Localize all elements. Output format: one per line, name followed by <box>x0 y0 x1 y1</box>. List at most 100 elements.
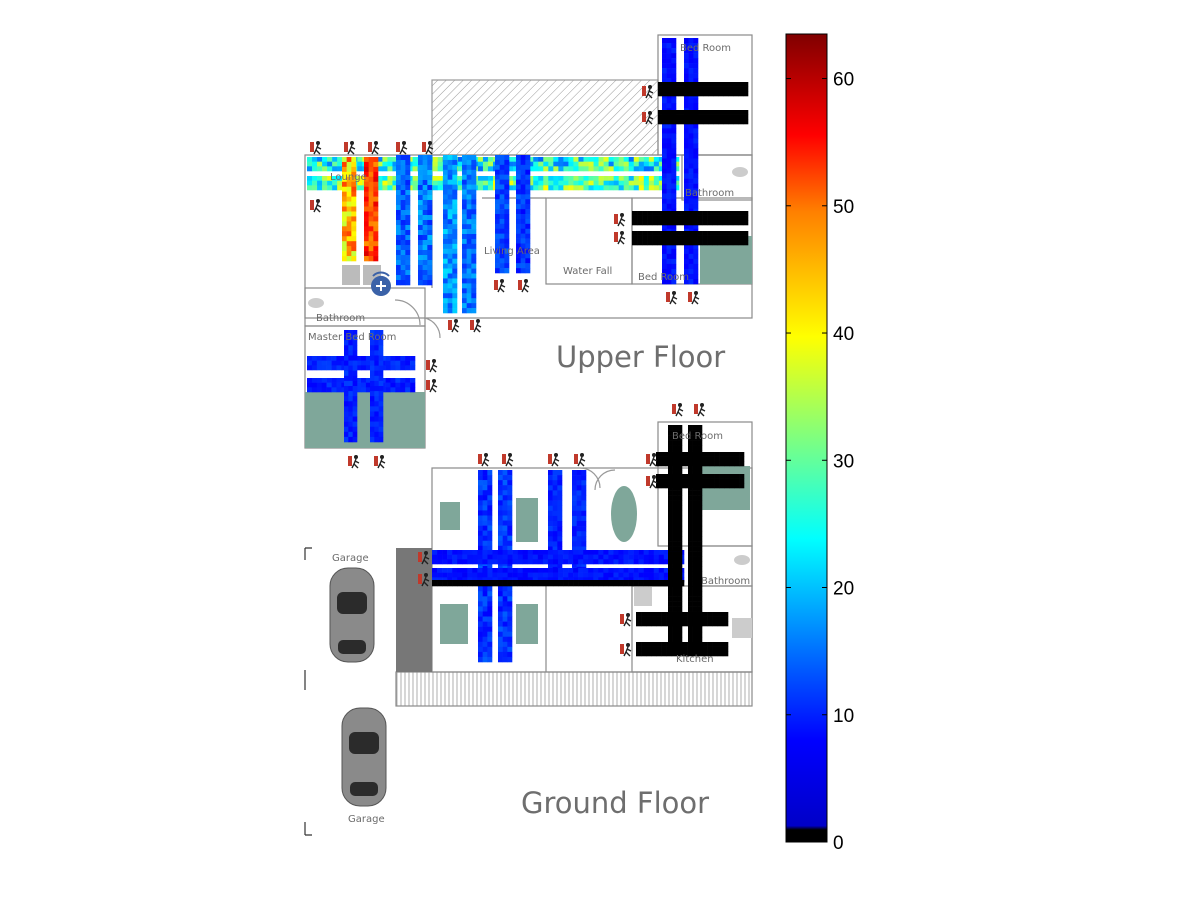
heatmap-strip <box>396 155 411 286</box>
room-label-garage-bottom: Garage <box>348 814 385 825</box>
room-label-ground-bathroom: Bathroom <box>701 576 750 587</box>
heatmap-strip <box>432 580 685 587</box>
sofa-furniture <box>440 502 460 530</box>
heatmap-strip <box>498 470 513 663</box>
heatmap-strip <box>344 330 358 443</box>
person-icon <box>494 279 506 293</box>
heatmap-strip <box>342 157 357 262</box>
person-icon <box>418 573 430 587</box>
heatmap-strip <box>462 155 477 314</box>
heatmap-strip <box>632 231 749 246</box>
sofa-furniture <box>440 604 468 644</box>
bathroom-right-outline <box>681 154 753 201</box>
router-icon <box>371 271 391 296</box>
room-label-water-fall: Water Fall <box>563 266 612 277</box>
room-label-garage-top: Garage <box>332 553 369 564</box>
cabinet <box>342 265 360 285</box>
heatmap-strip <box>443 155 458 314</box>
person-icon <box>368 141 380 155</box>
stairs <box>396 548 432 672</box>
person-icon <box>502 453 514 467</box>
heatmap-strip <box>684 38 699 285</box>
person-icon <box>422 141 434 155</box>
colorbar-ticks: 0 10 20 30 40 50 60 <box>786 70 854 854</box>
person-icon <box>310 141 322 155</box>
person-icon <box>470 319 482 333</box>
person-icon <box>310 199 322 213</box>
person-icon <box>418 551 430 565</box>
heatmap-strip <box>656 474 745 489</box>
heatmap-strip <box>364 157 379 262</box>
colorbar-gradient <box>785 33 828 843</box>
person-icon <box>344 141 356 155</box>
person-icon <box>620 643 632 657</box>
person-icon <box>348 455 360 469</box>
heatmap-strip <box>662 38 677 285</box>
car-icon <box>341 707 387 807</box>
person-icon <box>646 475 658 489</box>
person-icon <box>614 231 626 245</box>
person-icon <box>646 453 658 467</box>
person-icon <box>548 453 560 467</box>
heatmap-strip <box>658 82 749 97</box>
person-icon <box>574 453 586 467</box>
colorbar-tick-label: 40 <box>833 324 854 345</box>
person-icon <box>518 279 530 293</box>
heatmap-strip <box>478 470 493 663</box>
toilet <box>732 167 748 177</box>
person-icon <box>614 213 626 227</box>
person-icon <box>448 319 460 333</box>
colorbar-tick-label: 50 <box>833 197 854 218</box>
heatmap-strip <box>636 612 729 627</box>
colorbar-tick-label: 0 <box>833 833 844 854</box>
dining-table <box>611 486 637 542</box>
room-label-bathroom-left: Bathroom <box>316 313 365 324</box>
colorbar-tick-label: 10 <box>833 706 854 727</box>
heatmap-strip <box>418 155 433 286</box>
heatmap-strip <box>307 157 680 172</box>
master-bed-furniture <box>305 392 425 448</box>
heatmap-strip <box>632 211 749 226</box>
car-icon <box>329 567 375 663</box>
colorbar-tick-label: 60 <box>833 70 854 91</box>
toilet <box>308 298 324 308</box>
heatmap-strip <box>307 378 416 393</box>
heatmap-strip <box>307 356 416 371</box>
room-label-bed-room-top: Bed Room <box>680 43 731 54</box>
upper-floor-title: Upper Floor <box>556 340 725 374</box>
heatmap-layer <box>307 38 749 663</box>
person-icon <box>396 141 408 155</box>
sofa-furniture <box>516 604 538 644</box>
room-label-living-area: Living Area <box>484 246 540 257</box>
person-icon <box>426 379 438 393</box>
ground-floor-title: Ground Floor <box>521 786 709 820</box>
heatmap-strip <box>658 110 749 125</box>
heatmap-strip <box>656 452 745 467</box>
heatmap-strip <box>432 550 685 565</box>
person-icon <box>620 613 632 627</box>
colorbar-tick-label: 30 <box>833 451 854 472</box>
heatmap-strip <box>636 642 729 657</box>
person-icon <box>426 359 438 373</box>
stove <box>732 618 752 638</box>
colorbar-tick-label: 20 <box>833 579 854 600</box>
person-icon <box>478 453 490 467</box>
counter <box>634 586 652 606</box>
colorbar: 0 10 20 30 40 50 60 <box>785 33 854 854</box>
room-label-bathroom-right: Bathroom <box>685 188 734 199</box>
person-icon <box>666 291 678 305</box>
people-layer <box>310 85 706 657</box>
room-label-kitchen: Kitchen <box>676 654 714 665</box>
heatmap-strip <box>370 330 384 443</box>
room-label-bed-room-mid: Bed Room <box>638 272 689 283</box>
person-icon <box>642 85 654 99</box>
person-icon <box>672 403 684 417</box>
toilet <box>734 555 750 565</box>
sofa-furniture <box>516 498 538 542</box>
heatmap-strip <box>516 155 531 274</box>
room-label-ground-bed-room: Bed Room <box>672 431 723 442</box>
person-icon <box>374 455 386 469</box>
person-icon <box>694 403 706 417</box>
person-icon <box>642 111 654 125</box>
